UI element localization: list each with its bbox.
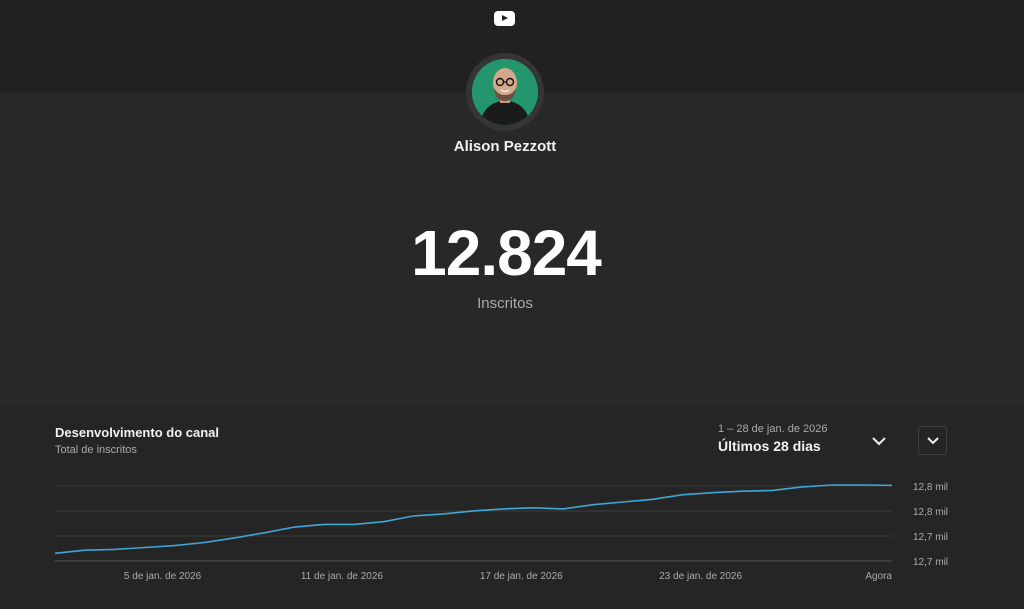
avatar[interactable] [472,59,538,125]
chevron-down-icon [872,437,886,446]
y-tick-label: 12,7 mil [913,557,948,568]
data-point[interactable] [680,492,686,498]
data-point[interactable] [560,506,566,512]
subscriber-label: Inscritos [477,295,533,312]
data-point[interactable] [411,513,417,519]
data-point[interactable] [351,521,357,527]
data-point[interactable] [441,511,447,517]
data-point[interactable] [261,530,267,536]
data-point[interactable] [172,543,178,549]
y-tick-label: 12,8 mil [913,482,948,493]
data-point[interactable] [201,539,207,545]
x-tick-label: 11 de jan. de 2026 [301,571,384,582]
data-point[interactable] [889,482,895,488]
data-point[interactable] [859,482,865,488]
data-point[interactable] [471,508,477,514]
y-tick-label: 12,8 mil [913,507,948,518]
chevron-down-icon [927,437,939,445]
data-point[interactable] [381,519,387,525]
subscribers-line-chart: 12,8 mil 12,8 mil 12,7 mil 12,7 mil 5 de ja… [52,482,948,582]
y-tick-label: 12,7 mil [913,532,948,543]
data-point[interactable] [82,547,88,553]
data-point[interactable] [321,521,327,527]
date-range-label[interactable]: Últimos 28 dias [718,438,821,454]
data-point[interactable] [231,535,237,541]
card-subtitle: Total de inscritos [55,444,137,456]
data-point[interactable] [590,502,596,508]
card-title: Desenvolvimento do canal [55,425,219,440]
channel-growth-card [0,406,1024,609]
data-point[interactable] [142,545,148,551]
x-tick-label: 5 de jan. de 2026 [124,571,202,582]
data-point[interactable] [112,546,118,552]
data-point[interactable] [291,524,297,530]
x-tick-label: 17 de jan. de 2026 [480,571,563,582]
data-point[interactable] [500,506,506,512]
youtube-logo-icon[interactable] [494,11,515,26]
date-range-dates[interactable]: 1 – 28 de jan. de 2026 [718,423,828,435]
data-point[interactable] [740,488,746,494]
subscriber-count: 12.824 [411,217,602,289]
data-point[interactable] [710,490,716,496]
data-point[interactable] [650,496,656,502]
x-tick-label: Agora [865,571,892,582]
person-icon [472,59,538,125]
data-point[interactable] [769,487,775,493]
data-point[interactable] [620,499,626,505]
data-point[interactable] [799,484,805,490]
x-tick-label: 23 de jan. de 2026 [659,571,742,582]
expand-button[interactable] [918,426,947,455]
series-line-total-subscribers[interactable] [54,484,893,555]
data-point[interactable] [52,550,58,556]
channel-name: Alison Pezzott [453,138,557,155]
data-point[interactable] [530,505,536,511]
date-range-dropdown[interactable] [868,431,890,451]
data-point[interactable] [829,482,835,488]
